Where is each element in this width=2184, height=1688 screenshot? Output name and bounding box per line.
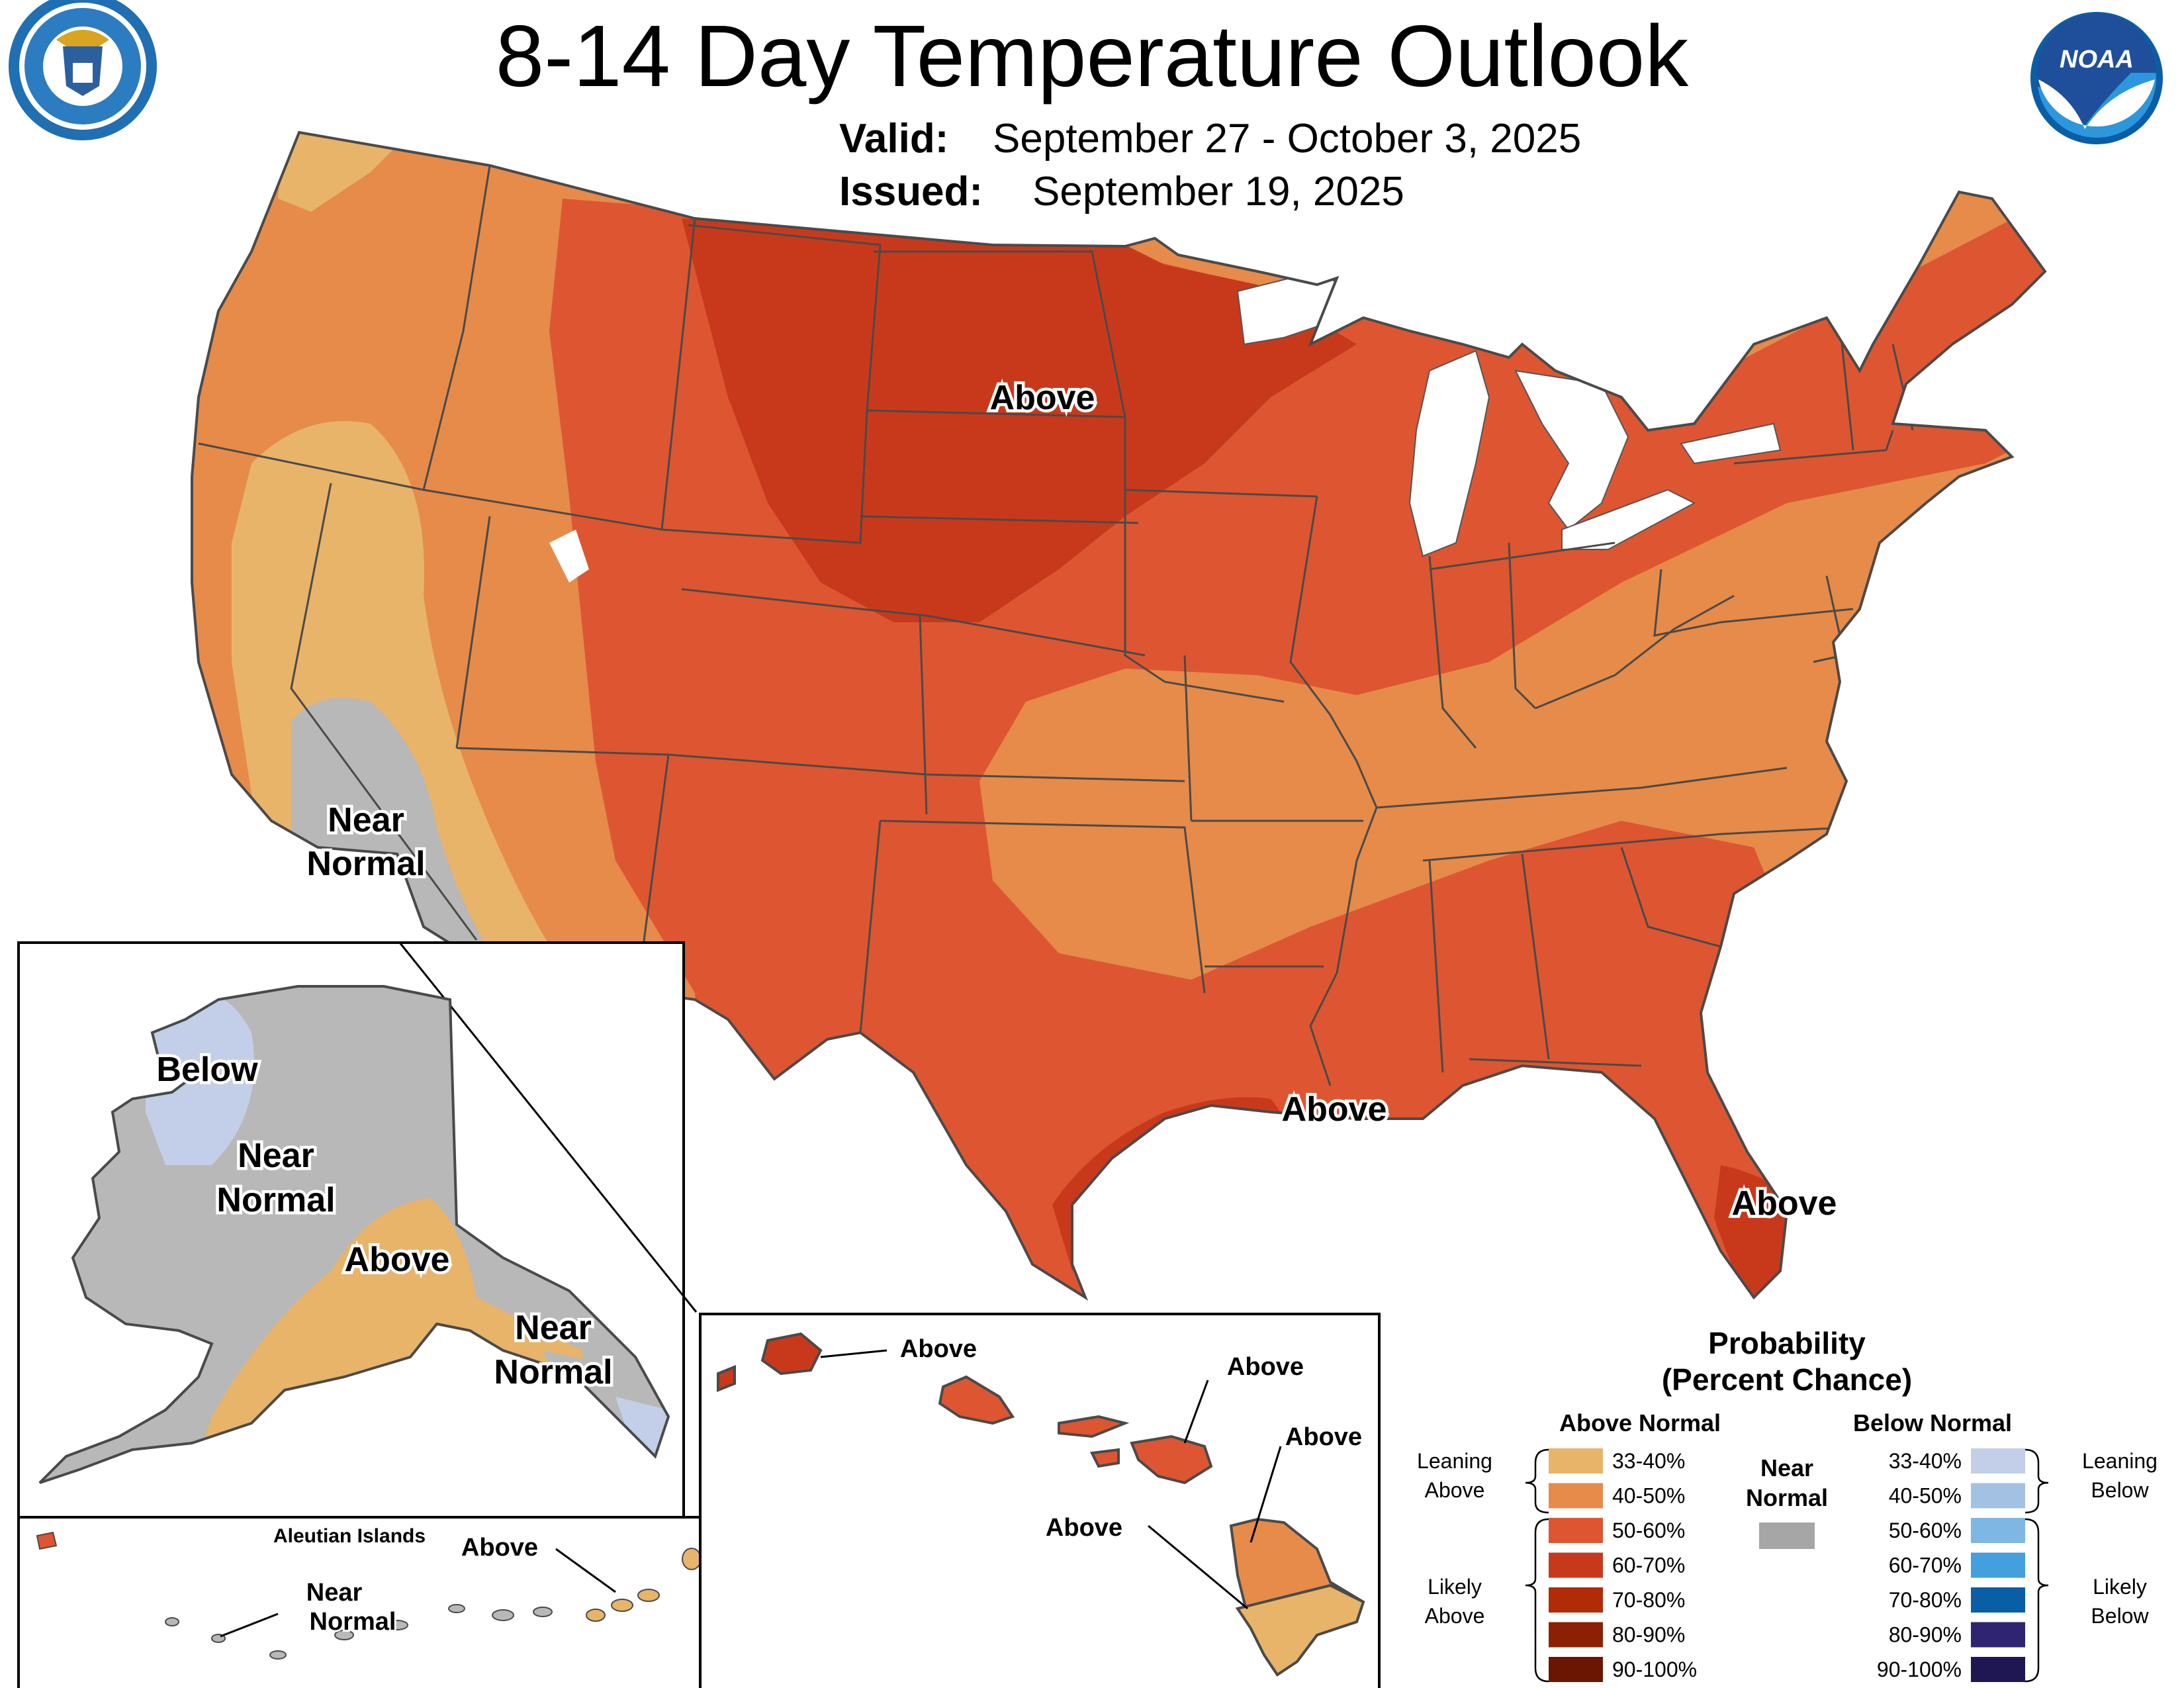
hawaii-kauai-label: Above — [900, 1335, 977, 1363]
legend-above-swatch-6 — [1549, 1657, 1603, 1682]
aleutian-west-label-line2: Normal — [310, 1608, 396, 1636]
legend-below-swatch-0 — [1971, 1448, 2025, 1474]
legend-likely-below-line2: Below — [2091, 1604, 2149, 1628]
alaska-west-label: Below — [156, 1051, 258, 1089]
issued-value: September 19, 2025 — [1032, 169, 1404, 214]
alaska-se-label-line1: Near — [515, 1309, 592, 1347]
legend-above-range-4: 70-80% — [1612, 1588, 1685, 1612]
aleutian-west-label-line1: Near — [306, 1579, 363, 1607]
legend-below-range-4: 70-80% — [1889, 1588, 1962, 1612]
valid-label: Valid: — [839, 116, 948, 162]
south-florida-60-70-zone — [1714, 1165, 1787, 1297]
legend-below-range-6: 90-100% — [1877, 1658, 1962, 1681]
legend-below-swatch-2 — [1971, 1518, 2025, 1543]
state-boundaries — [198, 165, 1914, 1086]
noaa-logo-text: NOAA — [2060, 46, 2134, 73]
page-title: 8-14 Day Temperature Outlook — [496, 7, 1689, 105]
legend-below-rows: 33-40% 40-50% 50-60% 60-70% 70-80% 80-90% 90-1… — [1877, 1448, 2025, 1682]
conus-north-label: Above — [990, 379, 1095, 417]
legend-above-swatch-0 — [1549, 1448, 1603, 1474]
legend-above-swatch-1 — [1549, 1483, 1603, 1509]
legend-below-swatch-6 — [1971, 1657, 2025, 1682]
conus-gulf-label: Above — [1282, 1090, 1387, 1129]
legend-below-range-2: 50-60% — [1889, 1519, 1962, 1542]
legend-above-swatch-5 — [1549, 1622, 1603, 1648]
legend-below-swatch-3 — [1971, 1552, 2025, 1578]
hawaii-big-island-west-label: Above — [1046, 1514, 1122, 1542]
conus-sw-label-line1: Near — [328, 801, 404, 839]
legend-leaning-above-line1: Leaning — [1417, 1449, 1492, 1473]
legend-likely-above-line1: Likely — [1428, 1575, 1482, 1599]
legend-below-range-1: 40-50% — [1889, 1484, 1962, 1508]
commerce-seal-logo — [9, 0, 157, 140]
legend-title-line2: (Percent Chance) — [1662, 1362, 1912, 1397]
legend-leaning-above-line2: Above — [1425, 1478, 1485, 1502]
legend-title-line1: Probability — [1708, 1326, 1866, 1360]
lake-michigan — [1408, 350, 1490, 557]
legend-above-range-2: 50-60% — [1612, 1519, 1685, 1542]
alaska-center-label-line2: Normal — [216, 1181, 335, 1219]
legend-below-range-0: 33-40% — [1889, 1449, 1962, 1473]
legend-below-range-5: 80-90% — [1889, 1623, 1962, 1647]
legend-below-range-3: 60-70% — [1889, 1554, 1962, 1577]
legend-above-range-5: 80-90% — [1612, 1623, 1685, 1647]
legend-below-swatch-1 — [1971, 1483, 2025, 1509]
alaska-south-label: Above — [345, 1241, 450, 1279]
northern-plains-60-70-zone — [682, 218, 1357, 622]
alaska-se-label-line2: Normal — [494, 1353, 612, 1391]
great-salt-lake — [549, 530, 589, 583]
legend-above-header: Above Normal — [1559, 1409, 1721, 1436]
legend-below-swatch-4 — [1971, 1587, 2025, 1613]
alaska-inset — [17, 941, 698, 1519]
legend-near-line1: Near — [1760, 1454, 1813, 1481]
legend-above-swatch-3 — [1549, 1552, 1603, 1578]
lake-erie — [1561, 489, 1696, 550]
legend-below-swatch-5 — [1971, 1622, 2025, 1648]
legend-above-range-0: 33-40% — [1612, 1449, 1685, 1473]
issued-label: Issued: — [839, 169, 983, 214]
conus-florida-label: Above — [1732, 1184, 1837, 1223]
legend: Probability (Percent Chance) Above Norma… — [1417, 1326, 2158, 1683]
legend-near-normal-swatch — [1759, 1523, 1815, 1549]
legend-above-swatch-2 — [1549, 1518, 1603, 1543]
noaa-logo: NOAA — [2030, 12, 2163, 144]
conus-sw-label-line2: Normal — [306, 845, 425, 883]
hawaii-maui-label: Above — [1285, 1423, 1362, 1451]
aleutian-east-label: Above — [461, 1534, 538, 1562]
lake-ontario — [1680, 422, 1782, 465]
legend-above-swatch-4 — [1549, 1587, 1603, 1613]
legend-likely-above-line2: Above — [1425, 1604, 1485, 1628]
legend-above-rows: 33-40% 40-50% 50-60% 60-70% 70-80% 80-90% 90-1… — [1549, 1448, 1697, 1682]
legend-below-header: Below Normal — [1853, 1409, 2012, 1436]
legend-likely-below-line1: Likely — [2093, 1575, 2147, 1599]
legend-leaning-below-line1: Leaning — [2082, 1449, 2158, 1473]
aleutian-title: Aleutian Islands — [273, 1525, 426, 1547]
legend-leaning-below-line2: Below — [2091, 1478, 2149, 1502]
hawaii-oahu-label: Above — [1227, 1353, 1304, 1381]
valid-value: September 27 - October 3, 2025 — [993, 116, 1581, 162]
legend-near-line2: Normal — [1746, 1484, 1828, 1511]
legend-above-range-3: 60-70% — [1612, 1554, 1685, 1577]
alaska-center-label-line1: Near — [238, 1137, 314, 1175]
hawaii-inset — [699, 1313, 1381, 1688]
legend-above-range-1: 40-50% — [1612, 1484, 1685, 1508]
legend-above-range-6: 90-100% — [1612, 1658, 1697, 1681]
